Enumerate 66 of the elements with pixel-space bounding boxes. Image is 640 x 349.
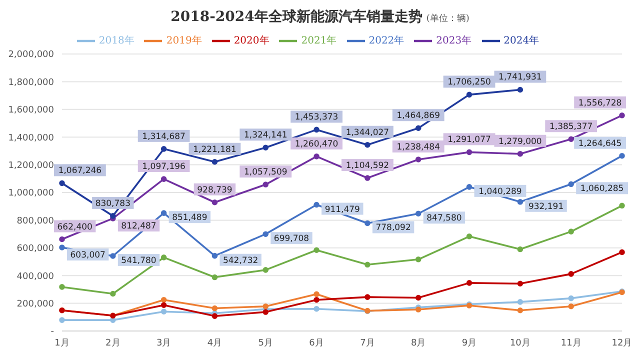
- y-tick-label: 200,000: [16, 299, 54, 310]
- data-label: 699,708: [274, 234, 310, 244]
- data-label: 1,097,196: [142, 162, 186, 172]
- y-tick-label: -: [50, 327, 54, 338]
- data-label: 1,238,484: [396, 142, 440, 152]
- x-tick-label: 10月: [510, 338, 530, 348]
- y-tick-label: 600,000: [16, 244, 54, 254]
- x-tick-label: 7月: [360, 338, 375, 348]
- data-label: 1,067,246: [58, 166, 102, 176]
- data-label: 1,291,077: [448, 135, 491, 146]
- chart-title: 2018-2024年全球新能源汽车销量走势: [170, 9, 422, 25]
- data-label: 1,706,250: [448, 78, 491, 88]
- data-label: 542,732: [223, 256, 258, 266]
- data-label: 1,264,645: [578, 138, 622, 149]
- data-label: 1,221,181: [193, 144, 236, 155]
- data-label: 911,479: [324, 204, 360, 215]
- data-label: 851,489: [172, 213, 208, 224]
- legend-label: 2023年: [436, 36, 472, 47]
- data-label: 812,487: [121, 221, 156, 232]
- y-tick-label: 1,200,000: [8, 160, 54, 171]
- y-tick-label: 1,400,000: [8, 133, 54, 144]
- y-tick-label: 1,800,000: [8, 78, 54, 88]
- data-label: 1,385,377: [549, 122, 593, 132]
- chart-subtitle: (单位：辆): [426, 14, 470, 24]
- y-tick-label: 800,000: [16, 216, 54, 226]
- data-label: 932,191: [528, 202, 564, 212]
- data-label: 662,400: [57, 222, 92, 232]
- x-tick-label: 6月: [309, 338, 324, 348]
- x-tick-label: 9月: [462, 338, 477, 348]
- data-label: 1,060,285: [580, 184, 624, 194]
- legend-label: 2021年: [301, 36, 337, 47]
- x-tick-label: 2月: [106, 338, 120, 348]
- legend-label: 2024年: [504, 36, 540, 47]
- data-label: 1,057,509: [244, 168, 288, 178]
- y-tick-label: 1,600,000: [8, 106, 54, 116]
- y-tick-label: 400,000: [16, 272, 54, 282]
- data-label: 1,344,027: [346, 128, 390, 138]
- data-label: 1,556,728: [578, 98, 622, 108]
- x-tick-label: 11月: [560, 338, 582, 348]
- data-label: 1,314,687: [142, 132, 186, 142]
- data-label: 1,453,373: [294, 112, 338, 123]
- x-tick-label: 12月: [612, 338, 632, 348]
- data-label: 1,104,592: [346, 161, 390, 172]
- y-tick-label: 2,000,000: [8, 50, 54, 60]
- data-label: 778,092: [376, 223, 411, 234]
- x-tick-label: 3月: [156, 338, 172, 348]
- data-label: 1,260,470: [294, 139, 338, 150]
- data-label: 928,739: [197, 185, 232, 196]
- x-tick-label: 4月: [207, 338, 222, 348]
- data-label: 830,783: [95, 198, 130, 209]
- y-tick-label: 1,000,000: [8, 188, 54, 199]
- data-label: 541,780: [121, 256, 156, 266]
- legend-label: 2022年: [368, 36, 404, 47]
- legend-label: 2019年: [166, 36, 202, 47]
- data-label: 1,464,869: [396, 111, 440, 122]
- data-label: 1,741,931: [498, 72, 542, 83]
- legend-label: 2020年: [234, 36, 270, 47]
- data-label: 847,580: [426, 214, 462, 224]
- data-label: 1,324,141: [244, 130, 288, 141]
- data-label: 603,007: [70, 250, 106, 260]
- x-tick-label: 1月: [54, 338, 70, 348]
- data-label: 1,040,289: [478, 186, 522, 197]
- x-tick-label: 8月: [410, 338, 426, 348]
- data-label: 1,279,000: [498, 136, 542, 147]
- x-tick-label: 5月: [258, 338, 274, 348]
- legend-label: 2018年: [98, 36, 134, 47]
